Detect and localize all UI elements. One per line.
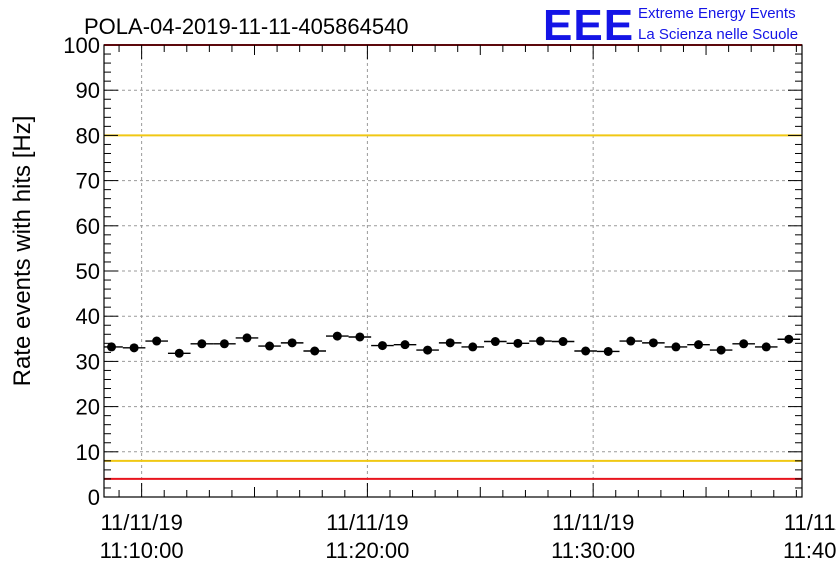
data-point-marker (761, 342, 771, 352)
data-point-marker (423, 345, 433, 355)
data-point-marker (377, 341, 387, 351)
data-point-marker (739, 339, 749, 349)
data-point (574, 346, 597, 356)
data-point-marker (400, 340, 410, 350)
x-tick-label-time: 11:30:00 (551, 538, 635, 563)
data-point-marker (716, 345, 726, 355)
data-point (258, 341, 281, 351)
x-tick-label-time: 11:10:00 (100, 538, 184, 563)
data-point (529, 336, 552, 346)
data-point (416, 345, 439, 355)
data-point (619, 336, 643, 346)
data-point (664, 342, 688, 352)
x-tick-label-date: 11/11/1 (784, 510, 836, 535)
grid-lines (104, 45, 802, 497)
data-point (348, 332, 372, 342)
data-point (167, 348, 191, 358)
y-tick-label: 10 (76, 440, 100, 465)
data-point (596, 346, 620, 356)
data-point-marker (648, 338, 658, 348)
x-tick-label-date: 11/11/19 (552, 510, 634, 535)
data-point (280, 338, 304, 348)
y-tick-label: 60 (76, 214, 100, 239)
data-point-marker (107, 342, 117, 352)
y-axis: 0 10 20 30 40 50 60 70 80 90 100 (63, 33, 802, 510)
y-tick-label: 40 (76, 304, 100, 329)
reference-lines (104, 44, 802, 480)
data-point-marker (581, 346, 591, 356)
data-point (732, 339, 755, 349)
chart-title: POLA-04-2019-11-11-405864540 (84, 14, 409, 39)
data-point (687, 340, 710, 350)
data-point-marker (694, 340, 704, 350)
data-point-marker (265, 341, 275, 351)
y-tick-label: 100 (63, 33, 100, 58)
data-point (777, 334, 801, 344)
data-point (235, 333, 259, 343)
data-point (371, 341, 394, 351)
data-point (326, 331, 349, 341)
y-tick-label: 90 (76, 78, 100, 103)
data-point (506, 338, 530, 348)
data-point-marker (287, 338, 297, 348)
logo: EEE Extreme Energy Events La Scienza nel… (543, 1, 798, 50)
data-point-marker (626, 336, 636, 346)
x-tick-label-time: 11:40:0 (783, 538, 836, 563)
data-point-marker (355, 332, 365, 342)
logo-mark: EEE (543, 1, 634, 50)
data-point (551, 337, 575, 347)
data-point-marker (129, 343, 139, 353)
data-point (104, 342, 123, 352)
data-point (484, 337, 507, 347)
y-tick-label: 80 (76, 123, 100, 148)
data-point-marker (174, 348, 184, 358)
data-point-marker (603, 346, 613, 356)
y-tick-label: 50 (76, 259, 100, 284)
y-tick-label: 20 (76, 395, 100, 420)
y-tick-label: 0 (88, 485, 100, 510)
data-point-marker (310, 346, 320, 356)
data-point (122, 343, 146, 353)
x-tick-label-time: 11:20:00 (325, 538, 409, 563)
data-points (104, 331, 801, 358)
data-point (393, 340, 417, 350)
y-tick-label: 30 (76, 349, 100, 374)
logo-line-2: La Scienza nelle Scuole (638, 26, 798, 43)
data-point-marker (558, 337, 568, 347)
data-point (145, 336, 168, 346)
data-point-marker (784, 334, 794, 344)
data-point (754, 342, 778, 352)
data-point-marker (219, 339, 229, 349)
logo-line-1: Extreme Energy Events (638, 5, 796, 22)
x-tick-label-date: 11/11/19 (100, 510, 182, 535)
data-point-marker (671, 342, 681, 352)
data-point (213, 339, 236, 349)
data-point-marker (445, 338, 455, 348)
data-point-marker (242, 333, 252, 343)
data-point-marker (197, 339, 207, 349)
data-point (709, 345, 733, 355)
data-point (461, 342, 485, 352)
data-point (303, 346, 327, 356)
x-tick-label-date: 11/11/19 (326, 510, 408, 535)
data-point-marker (332, 331, 342, 341)
data-point-marker (513, 338, 523, 348)
data-point (642, 338, 665, 348)
data-point-marker (152, 336, 162, 346)
data-point (438, 338, 462, 348)
data-point-marker (468, 342, 478, 352)
data-point-marker (490, 337, 500, 347)
data-point-marker (535, 336, 545, 346)
y-axis-label: Rate events with hits [Hz] (9, 116, 36, 387)
x-axis: 11/11/19 11:10:00 11/11/19 11:20:00 11/11/19… (100, 45, 836, 563)
data-point (190, 339, 214, 349)
y-tick-label: 70 (76, 169, 100, 194)
